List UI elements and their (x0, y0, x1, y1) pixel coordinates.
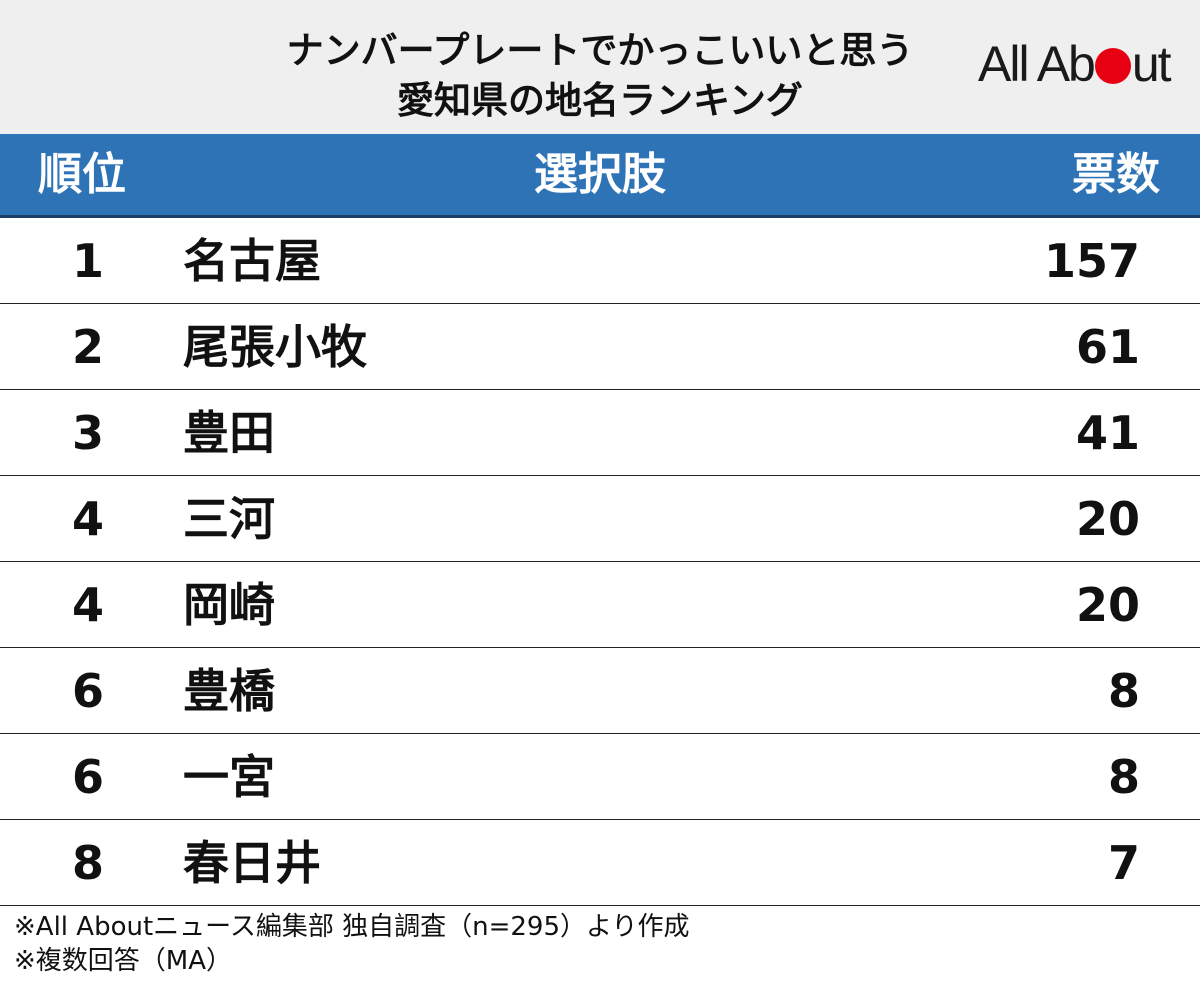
table-row: 6 豊橋 8 (0, 648, 1200, 734)
rank-cell: 8 (71, 836, 104, 890)
votes-cell: 157 (1043, 234, 1140, 288)
votes-cell: 20 (1075, 578, 1140, 632)
logo-text-start: All Ab (978, 36, 1096, 92)
rank-cell: 2 (71, 320, 104, 374)
title-line-2: 愛知県の地名ランキング (397, 79, 803, 122)
rank-cell: 3 (71, 406, 104, 460)
table-row: 2 尾張小牧 61 (0, 304, 1200, 390)
choice-cell: 尾張小牧 (183, 320, 367, 374)
rank-cell: 4 (71, 578, 104, 632)
choice-cell: 豊田 (183, 406, 275, 460)
choice-cell: 岡崎 (183, 578, 275, 632)
table-row: 1 名古屋 157 (0, 218, 1200, 304)
table-row: 3 豊田 41 (0, 390, 1200, 476)
choice-cell: 名古屋 (183, 234, 321, 288)
ranking-table-body: 1 名古屋 157 2 尾張小牧 61 3 豊田 41 4 三河 20 4 岡崎 20 6 豊橋 8 6 一宮 8 8 春日… (0, 218, 1200, 906)
rank-cell: 4 (71, 492, 104, 546)
column-header-choice: 選択肢 (534, 149, 666, 200)
header-banner: ナンバープレートでかっこいいと思う 愛知県の地名ランキング All Ab ut (0, 0, 1200, 134)
table-row: 4 岡崎 20 (0, 562, 1200, 648)
all-about-logo: All Ab ut (978, 36, 1172, 92)
title-line-1: ナンバープレートでかっこいいと思う (286, 29, 914, 72)
choice-cell: 豊橋 (183, 664, 275, 718)
chart-title: ナンバープレートでかっこいいと思う 愛知県の地名ランキング (0, 26, 1200, 126)
method-note: ※複数回答（MA） (14, 946, 233, 976)
table-row: 8 春日井 7 (0, 820, 1200, 906)
choice-cell: 三河 (183, 492, 275, 546)
votes-cell: 8 (1107, 664, 1140, 718)
rank-cell: 6 (71, 750, 104, 804)
logo-red-dot-icon (1094, 48, 1131, 84)
source-note: ※All Aboutニュース編集部 独自調査（n=295）より作成 (14, 912, 690, 942)
choice-cell: 一宮 (183, 750, 275, 804)
rank-cell: 6 (71, 664, 104, 718)
footer-notes: ※All Aboutニュース編集部 独自調査（n=295）より作成 ※複数回答（… (14, 910, 690, 978)
table-header: 順位 選択肢 票数 (0, 134, 1200, 218)
logo-text-end: ut (1131, 36, 1172, 92)
votes-cell: 41 (1075, 406, 1140, 460)
column-header-rank: 順位 (38, 149, 126, 200)
votes-cell: 7 (1107, 836, 1140, 890)
votes-cell: 8 (1107, 750, 1140, 804)
votes-cell: 20 (1075, 492, 1140, 546)
column-header-votes: 票数 (1072, 149, 1160, 200)
choice-cell: 春日井 (183, 836, 321, 890)
table-row: 6 一宮 8 (0, 734, 1200, 820)
table-row: 4 三河 20 (0, 476, 1200, 562)
votes-cell: 61 (1075, 320, 1140, 374)
rank-cell: 1 (71, 234, 104, 288)
